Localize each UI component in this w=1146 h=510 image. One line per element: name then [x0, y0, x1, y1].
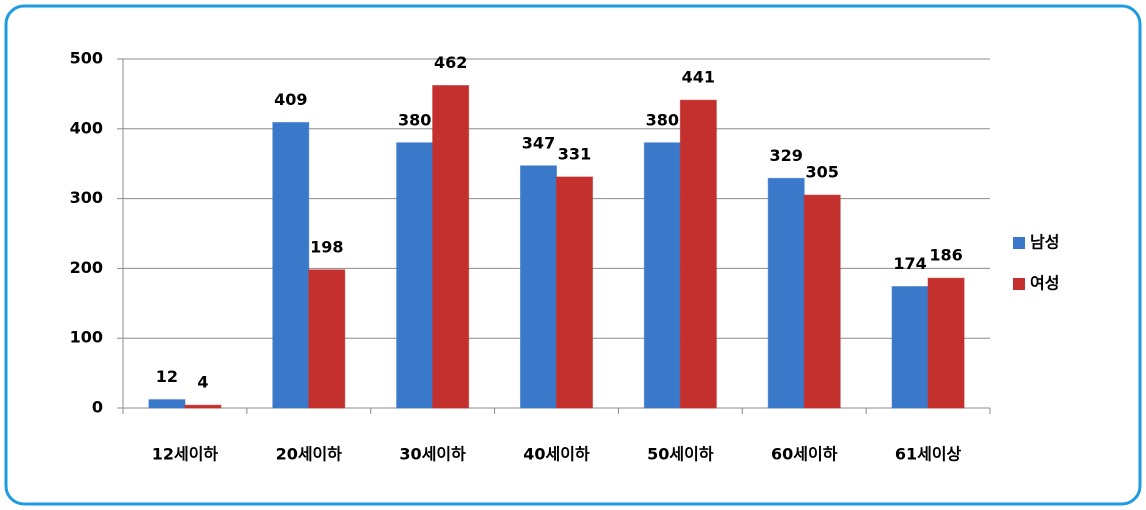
legend-swatch: [1013, 237, 1025, 249]
bar: [432, 85, 470, 409]
bar: [927, 277, 965, 409]
bar: [396, 142, 434, 409]
bar: [643, 142, 681, 409]
data-label: 347: [522, 133, 555, 152]
x-tick-label: 50세이하: [647, 445, 714, 464]
data-label: 409: [274, 90, 307, 109]
data-label: 441: [682, 68, 715, 87]
y-tick-label: 300: [70, 188, 103, 207]
data-label: 380: [398, 110, 431, 129]
legend-label: 여성: [1030, 274, 1059, 293]
data-label: 186: [929, 246, 962, 265]
y-tick-label: 400: [70, 118, 103, 137]
bar: [520, 165, 557, 409]
data-label: 4: [197, 373, 208, 392]
y-tick-label: 500: [70, 49, 103, 68]
bar: [767, 177, 805, 409]
data-label: 329: [770, 146, 803, 165]
x-tick-label: 60세이하: [771, 445, 838, 464]
bar: [308, 269, 346, 409]
y-tick-label: 100: [70, 328, 103, 347]
y-tick-label: 0: [92, 398, 103, 417]
bar: [148, 399, 186, 409]
x-tick-label: 30세이하: [399, 445, 466, 464]
legend-swatch: [1013, 278, 1025, 290]
data-label: 174: [893, 254, 926, 273]
data-label: 462: [434, 53, 467, 72]
bar: [272, 122, 310, 409]
bar: [803, 194, 841, 409]
data-label: 380: [646, 110, 679, 129]
y-tick-label: 200: [70, 258, 103, 277]
data-label: 12: [156, 367, 178, 386]
bar: [679, 99, 717, 409]
data-label: 305: [806, 163, 839, 182]
bar: [891, 286, 929, 409]
x-tick-label: 20세이하: [276, 445, 343, 464]
x-tick-label: 61세이상: [895, 445, 962, 464]
bar: [184, 404, 222, 409]
data-label: 198: [310, 237, 343, 256]
x-tick-label: 40세이하: [523, 445, 590, 464]
x-tick-label: 12세이하: [152, 445, 219, 464]
data-label: 331: [558, 144, 591, 163]
legend-label: 남성: [1030, 233, 1059, 252]
bar: [556, 176, 593, 409]
